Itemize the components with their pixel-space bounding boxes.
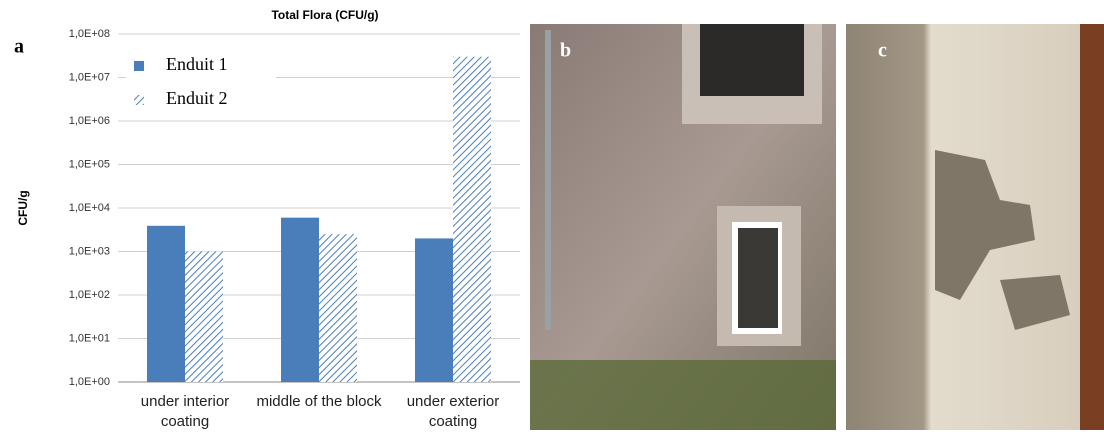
y-tick-label: 1,0E+06 <box>69 115 110 127</box>
bar <box>319 234 357 382</box>
photo-c: c <box>846 24 1104 430</box>
legend-box <box>126 42 276 118</box>
bar <box>185 251 223 382</box>
y-tick-label: 1,0E+03 <box>69 245 110 257</box>
legend-label: Enduit 1 <box>166 54 228 74</box>
photo-b: b <box>530 24 836 430</box>
legend-swatch <box>134 95 144 105</box>
chart-panel: a Total Flora (CFU/g) CFU/g <box>14 8 379 225</box>
panel-label: a <box>14 36 24 58</box>
y-axis-label: CFU/g <box>16 190 30 225</box>
y-tick-label: 1,0E+04 <box>69 202 110 214</box>
legend-swatch <box>134 61 144 71</box>
chart-title: Total Flora (CFU/g) <box>271 8 378 22</box>
y-tick-label: 1,0E+00 <box>69 376 110 388</box>
panel-label: b <box>560 40 571 62</box>
bar <box>415 238 453 382</box>
y-tick-label: 1,0E+05 <box>69 158 110 170</box>
x-tick-label: middle of the block <box>256 393 382 410</box>
y-tick-label: 1,0E+08 <box>69 28 110 40</box>
y-tick-label: 1,0E+01 <box>69 332 110 344</box>
legend-label: Enduit 2 <box>166 88 228 108</box>
x-tick-label: under interior coating <box>140 393 230 430</box>
y-tick-label: 1,0E+07 <box>69 71 110 83</box>
bar <box>453 56 491 382</box>
bar <box>281 217 319 382</box>
y-tick-label: 1,0E+02 <box>69 289 110 301</box>
bar <box>147 225 185 382</box>
x-tick-label: under exterior coating <box>406 393 500 430</box>
panel-label: c <box>878 40 887 62</box>
